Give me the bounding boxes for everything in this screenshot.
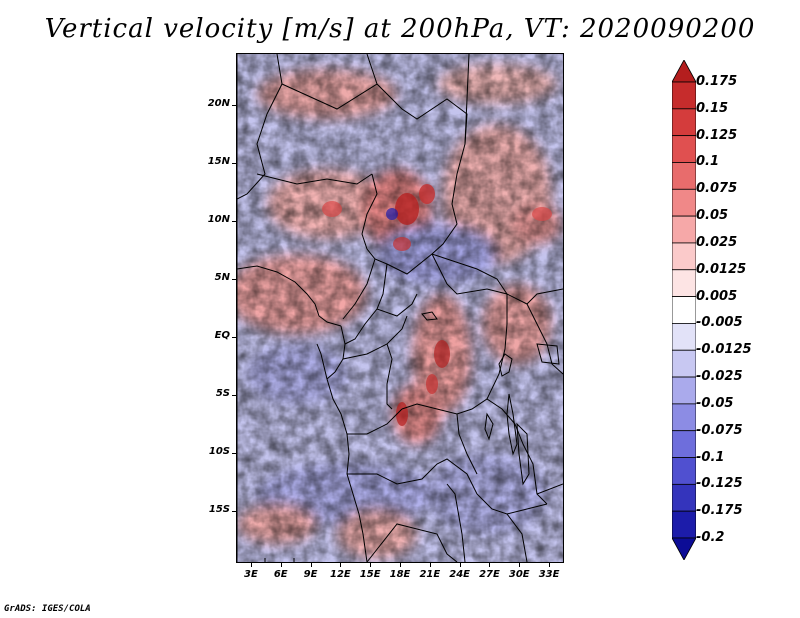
lat-label: EQ [214, 329, 230, 341]
lat-tick [232, 452, 236, 454]
graticule-ticks [237, 556, 295, 562]
lat-tick [232, 510, 236, 512]
lon-label: 12E [329, 569, 351, 580]
colorbar-label: -0.175 [696, 503, 743, 519]
political-borders [237, 54, 563, 562]
lon-label: 6E [273, 569, 288, 580]
lat-label: 10S [208, 445, 230, 457]
lat-label: 20N [207, 98, 230, 110]
colorbar-label: 0.175 [696, 74, 738, 89]
colorbar-label: -0.125 [696, 476, 743, 492]
colorbar-label: -0.05 [696, 395, 734, 411]
colorbar-label: -0.0125 [696, 342, 752, 358]
colorbar-label: 0.0125 [696, 261, 747, 277]
lat-label: 10N [207, 214, 230, 226]
lat-label: 5S [215, 387, 230, 399]
lat-tick [232, 105, 236, 107]
lon-tick [250, 563, 252, 567]
lon-tick [489, 563, 491, 567]
colorbar-label: 0.025 [696, 234, 738, 250]
colorbar-label: -0.025 [696, 369, 743, 385]
lon-tick [340, 563, 342, 567]
colorbar-swatch [672, 60, 696, 83]
colorbar-swatch [672, 108, 696, 137]
lat-tick [232, 163, 236, 165]
colorbar-swatch [672, 242, 696, 271]
map-plot-area [237, 54, 563, 562]
lon-label: 27E [479, 569, 500, 580]
velocity-map[interactable] [236, 53, 564, 563]
colorbar-label: -0.2 [696, 530, 725, 545]
colorbar-swatch [672, 81, 696, 110]
lon-label: 9E [303, 569, 318, 580]
lon-tick [459, 563, 461, 567]
colorbar-label: 0.05 [696, 208, 729, 224]
colorbar-swatch [672, 323, 696, 351]
lon-tick [549, 563, 551, 567]
lon-label: 15E [359, 569, 381, 580]
lon-label: 33E [538, 569, 560, 580]
colorbar-label: 0.125 [696, 127, 738, 143]
colorbar-label: 0.1 [696, 154, 720, 170]
colorbar-swatch [672, 296, 696, 324]
colorbar-swatch [672, 457, 696, 485]
colorbar-label: 0.15 [696, 100, 729, 116]
colorbar-swatch [672, 537, 696, 560]
colorbar-swatch [672, 269, 696, 297]
colorbar [672, 60, 696, 560]
colorbar-label: 0.075 [696, 181, 738, 197]
lon-tick [370, 563, 372, 567]
lat-label: 5N [214, 272, 230, 284]
lon-label: 24E [449, 569, 470, 580]
lon-tick [280, 563, 282, 567]
lat-label: 15N [207, 156, 230, 168]
lakes [421, 311, 560, 486]
lat-tick [232, 336, 236, 338]
map-title: Vertical velocity [m/s] at 200hPa, VT: 2… [44, 14, 756, 44]
grads-credit: GrADS: IGES/COLA [4, 604, 91, 614]
colorbar-swatch [672, 510, 696, 539]
lon-tick [519, 563, 521, 567]
colorbar-swatch [672, 403, 696, 432]
colorbar-swatch [672, 430, 696, 458]
lon-label: 30E [508, 569, 530, 580]
lon-tick [400, 563, 401, 567]
colorbar-swatch [672, 162, 696, 190]
lat-label: 15S [208, 503, 230, 515]
lat-tick [232, 394, 236, 396]
colorbar-swatch [672, 483, 696, 512]
lon-tick [429, 563, 431, 567]
colorbar-swatch [672, 188, 696, 217]
colorbar-swatch [672, 376, 696, 405]
lat-tick [232, 221, 236, 223]
colorbar-swatch [672, 135, 696, 163]
lon-label: 21E [419, 569, 441, 580]
colorbar-swatch [672, 349, 696, 378]
colorbar-swatch [672, 215, 696, 244]
lat-tick [232, 279, 236, 281]
lon-label: 3E [244, 569, 258, 580]
lon-tick [310, 563, 312, 567]
colorbar-label: 0.005 [696, 288, 738, 304]
lon-label: 18E [389, 569, 411, 580]
colorbar-label: -0.075 [696, 422, 743, 438]
colorbar-label: -0.1 [696, 449, 725, 465]
colorbar-label: -0.005 [696, 315, 743, 331]
strong-updraft-cells [322, 184, 552, 426]
